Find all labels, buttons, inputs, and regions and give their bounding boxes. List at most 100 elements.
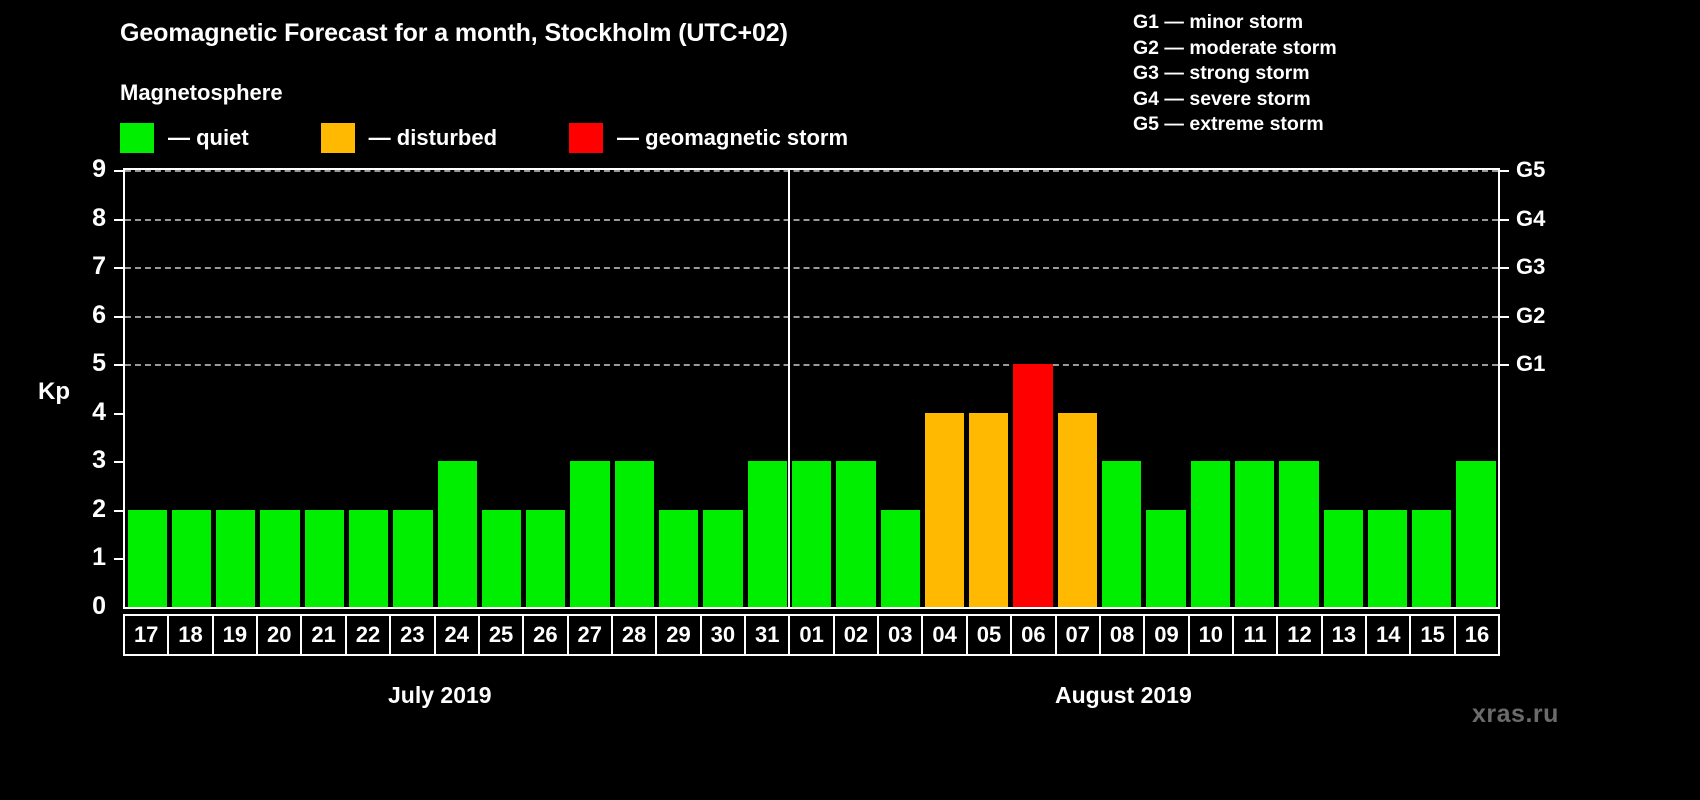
y-tick-mark-4 — [114, 412, 123, 415]
g-scale-legend: G1 — minor storm G2 — moderate storm G3 … — [1133, 10, 1337, 138]
gridline-kp-8 — [125, 218, 1498, 221]
bar-series — [125, 170, 1498, 607]
bar-slot — [612, 170, 656, 607]
bar-day-25 — [481, 509, 522, 607]
bar-slot — [1454, 170, 1498, 607]
gridline-kp-6 — [125, 315, 1498, 318]
y-tick-label-9: 9 — [92, 155, 106, 183]
date-cell-13: 13 — [1322, 614, 1368, 656]
bar-slot — [435, 170, 479, 607]
bar-slot — [1277, 170, 1321, 607]
g-scale-line-g1: G1 — minor storm — [1133, 11, 1304, 33]
y-axis-title: Kp — [38, 378, 70, 405]
date-cell-18: 18 — [169, 614, 214, 656]
date-cell-17: 17 — [125, 614, 170, 656]
y-tick-label-7: 7 — [92, 252, 106, 281]
bar-day-21 — [304, 509, 344, 607]
legend-swatch-disturbed-icon — [320, 123, 355, 153]
date-cell-24: 24 — [435, 614, 480, 656]
plot-area — [123, 168, 1500, 609]
y-tick-mark-8 — [114, 218, 123, 221]
bar-slot — [1188, 170, 1232, 607]
legend-label-disturbed: — disturbed — [368, 125, 498, 150]
bar-day-10 — [1190, 461, 1230, 607]
bar-day-29 — [659, 509, 699, 607]
date-cell-11: 11 — [1233, 614, 1279, 656]
gridline-kp-9 — [125, 170, 1498, 172]
y-tick-mark-1 — [114, 558, 123, 561]
bar-day-11 — [1234, 461, 1275, 607]
bar-slot — [125, 170, 169, 607]
y-tick-label-5: 5 — [92, 349, 106, 378]
bar-day-22 — [348, 509, 389, 607]
y-tick-label-1: 1 — [92, 543, 106, 572]
bar-slot — [967, 170, 1011, 607]
y-tick-label-4: 4 — [92, 397, 106, 426]
gridline-kp-7 — [125, 267, 1498, 270]
g-tick-mark-G2 — [1500, 315, 1509, 318]
watermark: xras.ru — [1472, 700, 1559, 728]
bar-slot — [568, 170, 612, 607]
bar-day-31 — [747, 461, 787, 607]
g-tick-mark-G1 — [1500, 364, 1509, 367]
bar-slot — [1055, 170, 1099, 607]
bar-day-02 — [836, 461, 876, 607]
bar-slot — [214, 170, 258, 607]
date-cell-06: 06 — [1012, 614, 1057, 656]
bar-day-17 — [127, 509, 167, 607]
bar-day-19 — [216, 509, 256, 607]
legend-item-quiet: — quiet — [120, 122, 249, 154]
y-tick-mark-9 — [114, 170, 123, 172]
y-tick-label-2: 2 — [92, 494, 106, 523]
bar-slot — [878, 170, 922, 607]
bar-slot — [302, 170, 346, 607]
bar-day-14 — [1367, 509, 1408, 607]
date-cell-20: 20 — [258, 614, 303, 656]
date-cell-15: 15 — [1411, 614, 1456, 656]
g-tick-label-G3: G3 — [1516, 254, 1546, 280]
bar-slot — [745, 170, 789, 607]
bar-day-03 — [880, 509, 920, 607]
bar-day-05 — [969, 412, 1009, 607]
bar-day-26 — [526, 509, 566, 607]
date-cell-28: 28 — [612, 614, 658, 656]
date-cell-01: 01 — [790, 614, 835, 656]
legend-swatch-storm-icon — [569, 123, 604, 153]
legend-label-storm: — geomagnetic storm — [617, 125, 849, 150]
bar-slot — [524, 170, 568, 607]
y-tick-mark-2 — [114, 509, 123, 512]
g-scale-line-g5: G5 — extreme storm — [1133, 113, 1324, 135]
date-cell-12: 12 — [1278, 614, 1323, 656]
bar-day-15 — [1412, 509, 1452, 607]
date-cell-14: 14 — [1367, 614, 1412, 656]
y-tick-mark-5 — [114, 364, 123, 367]
g-tick-mark-G3 — [1500, 267, 1509, 270]
date-cell-31: 31 — [746, 614, 791, 656]
bar-slot — [391, 170, 435, 607]
bar-slot — [1144, 170, 1188, 607]
bar-day-23 — [393, 509, 433, 607]
date-cell-10: 10 — [1189, 614, 1234, 656]
date-cell-21: 21 — [302, 614, 347, 656]
bar-day-13 — [1323, 509, 1363, 607]
g-tick-label-G5: G5 — [1516, 157, 1546, 182]
bar-slot — [1232, 170, 1276, 607]
bar-slot — [701, 170, 745, 607]
date-cell-16: 16 — [1455, 614, 1501, 656]
bar-slot — [1365, 170, 1409, 607]
bar-day-01 — [791, 461, 832, 607]
date-axis: 17 18 19 20 21 22 23 24 25 26 27 28 29 30 31 01 02 03 04 05… — [123, 614, 1501, 656]
g-tick-label-G4: G4 — [1516, 205, 1546, 231]
bar-day-04 — [924, 412, 965, 607]
month-caption-july: July 2019 — [388, 682, 492, 708]
g-scale-line-g3: G3 — strong storm — [1133, 62, 1310, 84]
page-title: Geomagnetic Forecast for a month, Stockh… — [120, 19, 788, 47]
date-cell-30: 30 — [701, 614, 747, 656]
y-tick-mark-7 — [114, 267, 123, 270]
bar-day-24 — [437, 461, 477, 607]
bar-slot — [789, 170, 833, 607]
bar-day-18 — [171, 509, 212, 607]
month-divider — [788, 170, 791, 607]
date-cell-08: 08 — [1100, 614, 1146, 656]
legend-item-storm: — geomagnetic storm — [569, 122, 848, 154]
